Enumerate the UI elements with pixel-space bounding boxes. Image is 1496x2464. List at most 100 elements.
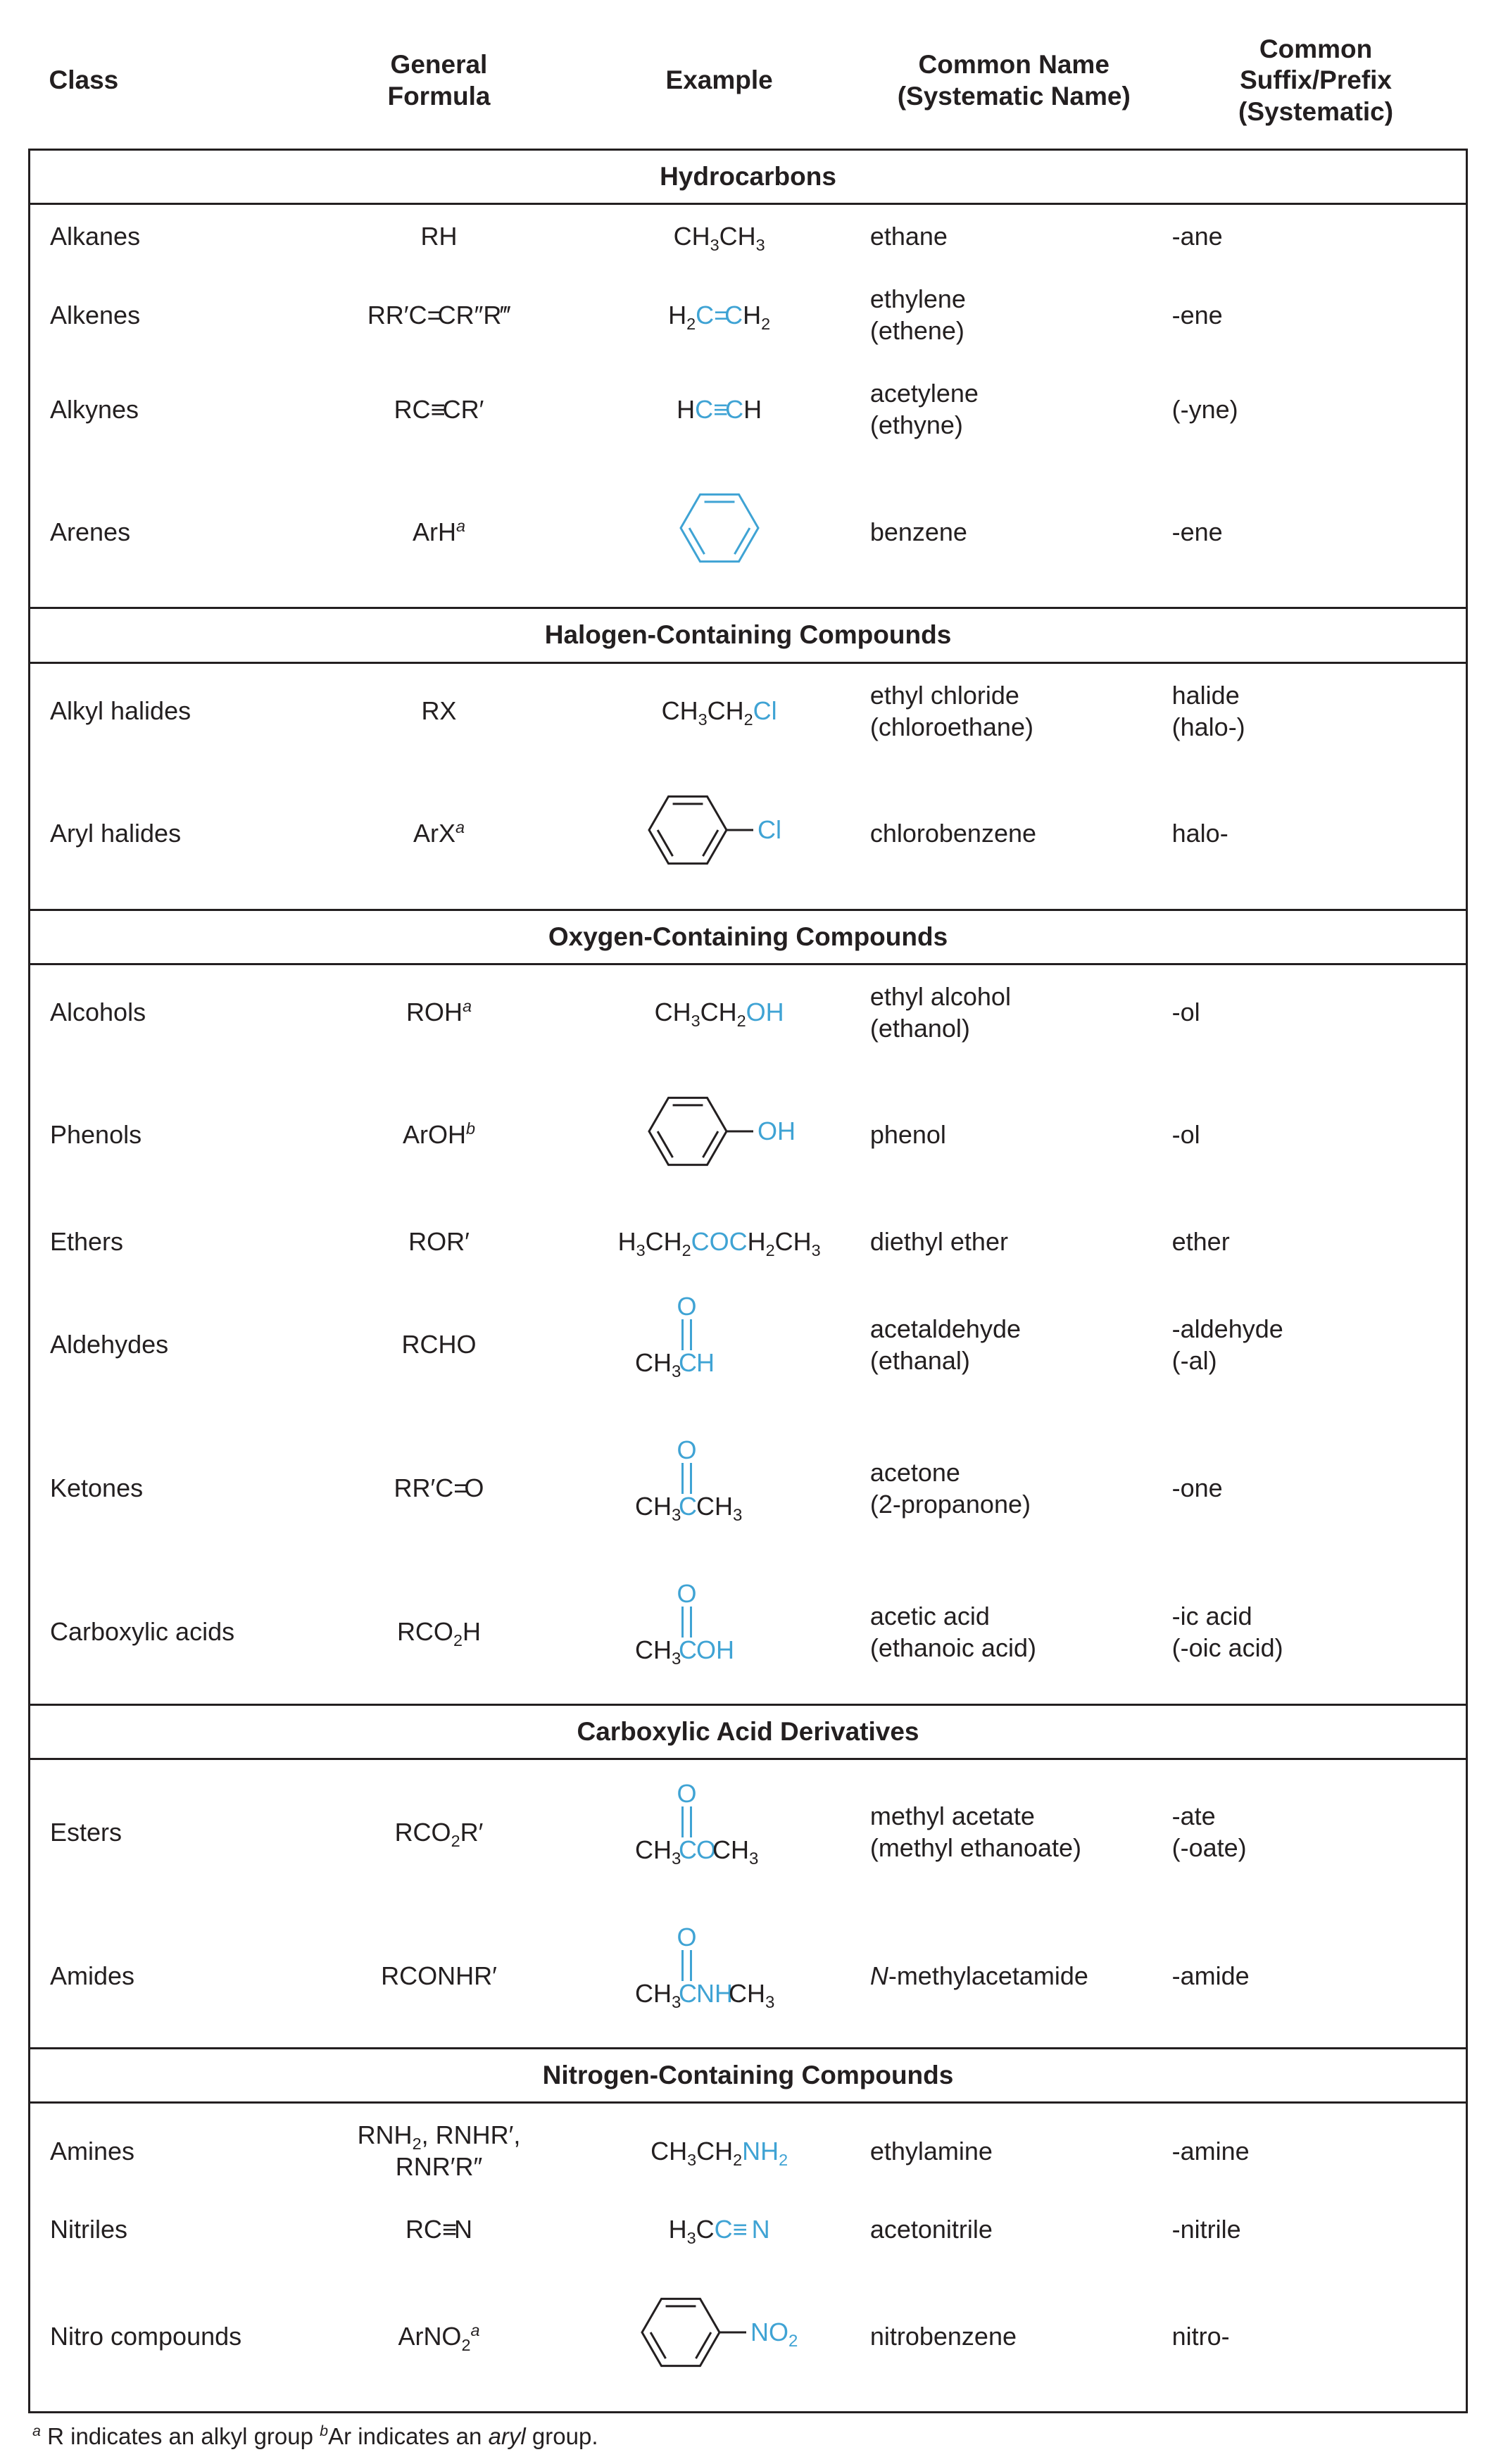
cell-example [575, 456, 862, 608]
cell-class: Alkynes [30, 362, 303, 456]
cell-name: ethane [863, 204, 1165, 268]
cell-suffix: -amine [1165, 2103, 1467, 2199]
cell-formula: ROHa [302, 964, 575, 1060]
cell-class: Amides [30, 1904, 303, 2049]
cell-example: CH3CH3 [575, 204, 862, 268]
svg-text:CH3: CH3 [696, 1492, 742, 1525]
cell-example: CH3CNHCH3O [575, 1904, 862, 2049]
cell-formula: ROR′ [302, 1210, 575, 1273]
section-header: Nitrogen-Containing Compounds [30, 2049, 1467, 2103]
footnotes: a R indicates an alkyl group bAr indicat… [28, 2413, 1468, 2450]
cell-name: phenol [863, 1060, 1165, 1210]
cell-suffix: -ol [1165, 1060, 1467, 1210]
svg-text:CH3: CH3 [729, 1979, 774, 2012]
cell-class: Alkyl halides [30, 662, 303, 758]
section-header: Halogen-Containing Compounds [30, 608, 1467, 662]
cell-example: HC≡CH [575, 362, 862, 456]
cell-formula: RCO2H [302, 1560, 575, 1705]
table-body: Hydrocarbons Alkanes RH CH3CH3 ethane -a… [30, 150, 1467, 2413]
cell-class: Aryl halides [30, 758, 303, 910]
section-header: Carboxylic Acid Derivatives [30, 1704, 1467, 1759]
cell-example: CH3CH2NH2 [575, 2103, 862, 2199]
svg-text:C: C [679, 1635, 697, 1664]
cell-formula: RC≡N [302, 2198, 575, 2261]
table-row: Phenols ArOHb OH phenol -ol [30, 1060, 1467, 1210]
cell-formula: ArNO2a [302, 2261, 575, 2413]
cell-formula: RNH2, RNHR′,RNR′R″ [302, 2103, 575, 2199]
cell-name: diethyl ether [863, 1210, 1165, 1273]
cell-formula: RC≡CR′ [302, 362, 575, 456]
header-suffix: CommonSuffix/Prefix(Systematic) [1165, 21, 1467, 150]
header-class: Class [30, 21, 303, 150]
cell-suffix: halo- [1165, 758, 1467, 910]
cell-example: CH3COHO [575, 1560, 862, 1705]
cell-suffix: -nitrile [1165, 2198, 1467, 2261]
svg-text:O: O [677, 1923, 696, 1951]
cell-example: CH3CHO [575, 1273, 862, 1416]
svg-text:CH3: CH3 [635, 1979, 681, 2012]
organic-classes-table-page: Class GeneralFormula Example Common Name… [0, 0, 1496, 2464]
cell-suffix: (-yne) [1165, 362, 1467, 456]
header-example: Example [575, 21, 862, 150]
svg-text:O: O [677, 1579, 696, 1608]
cell-formula: RCO2R′ [302, 1759, 575, 1904]
cell-suffix: -ol [1165, 964, 1467, 1060]
organic-classes-table: Class GeneralFormula Example Common Name… [28, 21, 1468, 2413]
svg-text:C: C [679, 1835, 697, 1864]
svg-text:NH: NH [696, 1979, 733, 2008]
cell-formula: RR′C=CR″R‴ [302, 268, 575, 362]
cell-class: Aldehydes [30, 1273, 303, 1416]
cell-suffix: -ene [1165, 456, 1467, 608]
cell-class: Ketones [30, 1416, 303, 1560]
table-header: Class GeneralFormula Example Common Name… [30, 21, 1467, 150]
cell-class: Nitro compounds [30, 2261, 303, 2413]
header-name: Common Name(Systematic Name) [863, 21, 1165, 150]
table-row: Amides RCONHR′ CH3CNHCH3O N-methylacetam… [30, 1904, 1467, 2049]
svg-text:CH3: CH3 [635, 1635, 681, 1668]
cell-name: N-methylacetamide [863, 1904, 1165, 2049]
cell-class: Esters [30, 1759, 303, 1904]
svg-text:C: C [679, 1348, 697, 1377]
table-row: Aldehydes RCHO CH3CHO acetaldehyde(ethan… [30, 1273, 1467, 1416]
cell-class: Arenes [30, 456, 303, 608]
cell-suffix: -one [1165, 1416, 1467, 1560]
svg-text:C: C [679, 1492, 697, 1521]
section-header: Oxygen-Containing Compounds [30, 910, 1467, 964]
cell-name: acetylene(ethyne) [863, 362, 1165, 456]
cell-name: nitrobenzene [863, 2261, 1165, 2413]
cell-formula: ArOHb [302, 1060, 575, 1210]
cell-name: methyl acetate(methyl ethanoate) [863, 1759, 1165, 1904]
cell-name: acetic acid(ethanoic acid) [863, 1560, 1165, 1705]
cell-class: Amines [30, 2103, 303, 2199]
cell-example: H3CH2COCH2CH3 [575, 1210, 862, 1273]
cell-class: Alcohols [30, 964, 303, 1060]
cell-example: CH3CH2Cl [575, 662, 862, 758]
table-row: Ethers ROR′ H3CH2COCH2CH3 diethyl ether … [30, 1210, 1467, 1273]
table-row: Carboxylic acids RCO2H CH3COHO acetic ac… [30, 1560, 1467, 1705]
svg-text:CH3: CH3 [635, 1835, 681, 1868]
cell-class: Phenols [30, 1060, 303, 1210]
cell-suffix: -ate(-oate) [1165, 1759, 1467, 1904]
cell-formula: ArHa [302, 456, 575, 608]
table-row: Nitro compounds ArNO2a NO2 nitrobenzene … [30, 2261, 1467, 2413]
table-row: Alkenes RR′C=CR″R‴ H2C=CH2 ethylene(ethe… [30, 268, 1467, 362]
cell-formula: RCONHR′ [302, 1904, 575, 2049]
svg-text:O: O [677, 1779, 696, 1808]
cell-name: ethyl alcohol(ethanol) [863, 964, 1165, 1060]
table-row: Alkyl halides RX CH3CH2Cl ethyl chloride… [30, 662, 1467, 758]
cell-formula: RX [302, 662, 575, 758]
cell-name: benzene [863, 456, 1165, 608]
svg-text:O: O [677, 1435, 696, 1464]
cell-example: H3CC≡ N [575, 2198, 862, 2261]
svg-text:NO2: NO2 [750, 2318, 798, 2351]
cell-name: chlorobenzene [863, 758, 1165, 910]
svg-text:CH3: CH3 [635, 1348, 681, 1381]
cell-suffix: -ane [1165, 204, 1467, 268]
cell-suffix: ether [1165, 1210, 1467, 1273]
cell-suffix: -aldehyde(-al) [1165, 1273, 1467, 1416]
cell-name: acetaldehyde(ethanal) [863, 1273, 1165, 1416]
cell-example: CH3CH2OH [575, 964, 862, 1060]
cell-name: ethylamine [863, 2103, 1165, 2199]
cell-class: Carboxylic acids [30, 1560, 303, 1705]
cell-class: Nitriles [30, 2198, 303, 2261]
